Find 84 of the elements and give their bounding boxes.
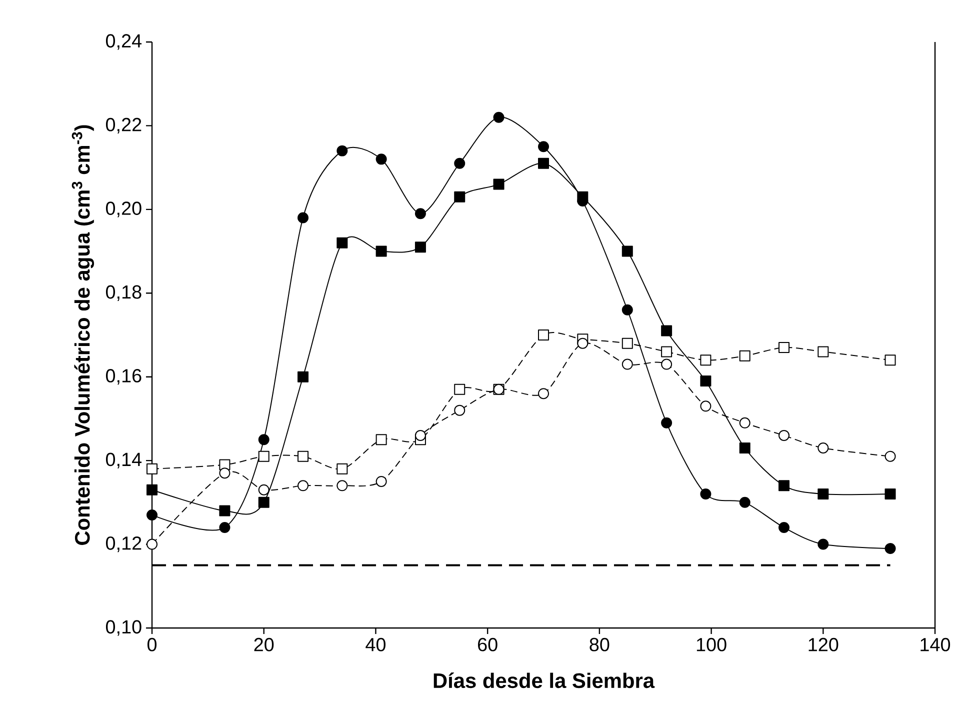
point xyxy=(661,346,672,358)
point xyxy=(146,484,158,496)
point xyxy=(818,442,829,454)
point xyxy=(884,488,896,500)
point xyxy=(538,158,550,169)
point xyxy=(493,112,504,123)
y-tick-label: 0,16 xyxy=(106,369,142,385)
point xyxy=(219,505,230,516)
point xyxy=(622,246,633,257)
x-tick-label: 140 xyxy=(920,638,950,652)
point xyxy=(336,237,348,248)
point xyxy=(739,442,750,454)
point xyxy=(778,480,790,492)
point xyxy=(818,538,829,550)
point xyxy=(376,476,387,487)
point xyxy=(661,358,672,370)
point xyxy=(700,488,712,500)
point xyxy=(298,480,309,492)
point xyxy=(739,496,750,508)
point xyxy=(577,191,588,202)
y-tick-label: 0,12 xyxy=(106,536,142,552)
point xyxy=(622,358,633,370)
x-tick-label: 80 xyxy=(590,638,610,652)
point xyxy=(700,376,712,387)
point xyxy=(414,430,426,441)
point xyxy=(577,338,588,349)
y-tick-label: 0,24 xyxy=(106,34,142,50)
point xyxy=(700,354,712,366)
point xyxy=(454,404,466,416)
point xyxy=(219,522,230,534)
point xyxy=(884,542,896,554)
point xyxy=(414,208,426,220)
point xyxy=(454,191,466,202)
point xyxy=(818,488,829,500)
point xyxy=(336,145,348,156)
point xyxy=(258,484,270,496)
point xyxy=(219,468,230,479)
point xyxy=(336,463,348,474)
point xyxy=(538,141,550,152)
y-tick-label: 0,22 xyxy=(106,118,142,134)
point xyxy=(818,346,829,358)
point xyxy=(376,246,387,257)
point xyxy=(414,242,426,253)
point xyxy=(146,538,158,550)
point xyxy=(778,430,790,441)
point xyxy=(778,522,790,534)
point xyxy=(884,450,896,462)
point xyxy=(739,417,750,428)
point xyxy=(884,354,896,366)
point xyxy=(493,178,504,190)
x-tick-label: 40 xyxy=(366,638,386,652)
x-tick-label: 120 xyxy=(808,638,838,652)
y-tick-label: 0,14 xyxy=(106,452,142,468)
point xyxy=(258,450,270,462)
point xyxy=(258,434,270,446)
point xyxy=(336,480,348,492)
point xyxy=(454,384,466,395)
point xyxy=(298,212,309,224)
point xyxy=(661,325,672,336)
y-tick-label: 0,20 xyxy=(106,202,142,218)
point xyxy=(376,434,387,446)
y-tick-label: 0,10 xyxy=(106,620,142,636)
x-tick-label: 20 xyxy=(254,638,274,652)
point xyxy=(538,388,550,400)
point xyxy=(538,329,550,340)
point xyxy=(700,400,712,412)
point xyxy=(622,304,633,316)
point xyxy=(298,450,309,462)
x-tick-label: 100 xyxy=(696,638,726,652)
point xyxy=(298,371,309,382)
point xyxy=(622,338,633,349)
point xyxy=(739,350,750,362)
point xyxy=(146,509,158,520)
point xyxy=(258,496,270,508)
y-tick-label: 0,18 xyxy=(106,285,142,301)
point xyxy=(376,154,387,165)
point xyxy=(661,417,672,428)
point xyxy=(146,463,158,474)
y-axis-title: Contenido Volumétrico de agua (cm$^{3}$ cm$^{-3}$) xyxy=(72,125,94,545)
x-axis-title: Días desde la Siembra xyxy=(434,672,655,688)
point xyxy=(454,158,466,169)
x-tick-label: 60 xyxy=(478,638,498,652)
x-tick-label: 0 xyxy=(147,638,157,652)
point xyxy=(778,342,790,354)
